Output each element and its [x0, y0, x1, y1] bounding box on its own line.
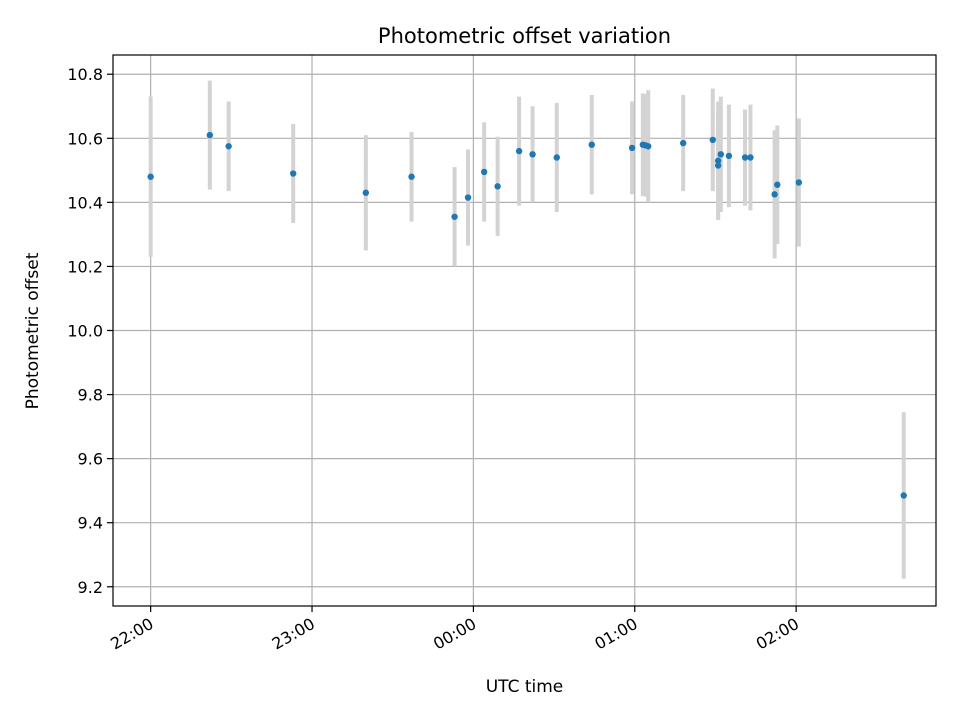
- data-point: [717, 151, 725, 158]
- data-point: [900, 492, 907, 499]
- data-point: [408, 173, 415, 180]
- y-axis-ticks: 9.2 9.4 9.6 9.8 10.0 10.2 10.4 10.6 10.8: [67, 65, 113, 597]
- data-point: [588, 141, 595, 148]
- data-point: [747, 154, 754, 161]
- data-point: [741, 154, 749, 161]
- data-point: [362, 189, 370, 196]
- y-tick-label: 10.6: [67, 129, 103, 148]
- chart-title: Photometric offset variation: [378, 24, 671, 48]
- data-point: [515, 147, 523, 155]
- data-points: [147, 131, 907, 499]
- data-point: [464, 194, 472, 201]
- y-tick-label: 9.8: [78, 386, 103, 405]
- data-point: [225, 143, 232, 150]
- y-tick-label: 10.0: [67, 322, 103, 341]
- data-point: [771, 191, 778, 198]
- y-tick-label: 9.6: [78, 450, 103, 469]
- y-axis-title: Photometric offset: [23, 252, 43, 409]
- data-point: [725, 152, 733, 160]
- data-point: [795, 179, 803, 186]
- y-tick-label: 9.4: [78, 514, 103, 533]
- data-point: [529, 151, 536, 158]
- data-point: [206, 131, 214, 139]
- data-point: [679, 139, 687, 147]
- y-tick-label: 10.4: [67, 193, 103, 212]
- data-point: [480, 168, 488, 176]
- data-point: [628, 144, 636, 152]
- data-point: [553, 154, 560, 161]
- data-point: [709, 136, 716, 144]
- data-point: [714, 162, 722, 169]
- y-tick-label: 10.2: [67, 257, 103, 276]
- data-point: [645, 143, 652, 150]
- y-tick-label: 9.2: [78, 578, 103, 597]
- data-point: [451, 213, 458, 220]
- data-point: [774, 181, 781, 188]
- x-axis-title: UTC time: [486, 677, 564, 697]
- data-point: [147, 173, 154, 180]
- data-point: [494, 183, 501, 190]
- data-point: [714, 157, 722, 164]
- data-point: [289, 170, 297, 177]
- y-tick-label: 10.8: [67, 65, 103, 84]
